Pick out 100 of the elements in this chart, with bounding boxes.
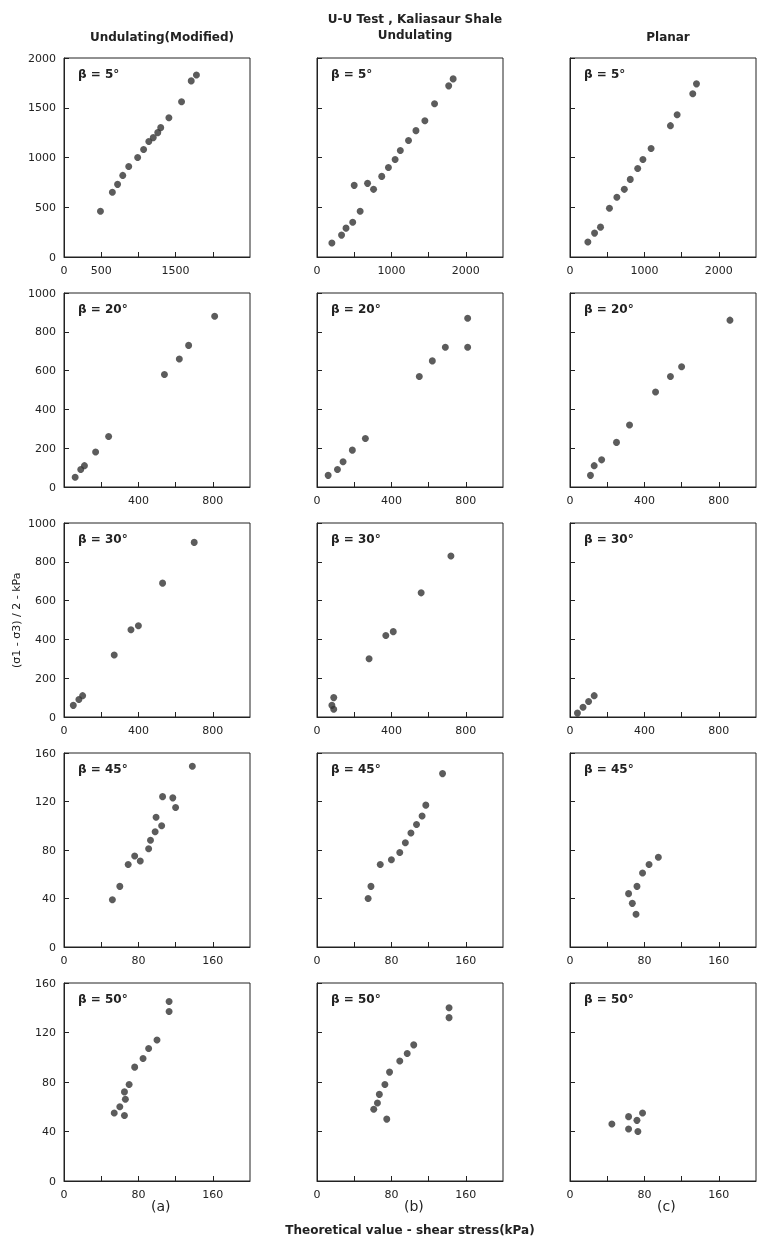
x-tick-label: 0 (60, 954, 68, 967)
point (92, 448, 100, 456)
y-tick-label: 800 (35, 555, 56, 569)
point (639, 1109, 647, 1117)
y-tick-label: 120 (35, 1026, 56, 1039)
point (147, 836, 154, 844)
point (80, 462, 88, 470)
point (422, 801, 430, 809)
annotation: β = 45° (584, 762, 634, 776)
point (573, 709, 581, 717)
point (124, 861, 132, 869)
point (645, 861, 653, 869)
point (647, 145, 655, 153)
x-tick-label: 0 (60, 1188, 68, 1201)
point (110, 651, 118, 659)
x-tick-label: 0 (566, 954, 574, 967)
point (119, 171, 127, 179)
point (324, 471, 332, 479)
x-tick-label: 160 (708, 1188, 730, 1201)
annotation: β = 50° (78, 992, 128, 1006)
point (386, 1068, 394, 1076)
x-tick-label: 0 (313, 494, 321, 507)
point (125, 1080, 133, 1088)
y-tick-label: 2000 (28, 51, 56, 65)
annotation: β = 50° (584, 992, 634, 1006)
y-tick-label: 160 (35, 976, 56, 990)
x-tick-label: 0 (566, 1188, 574, 1201)
point (145, 845, 153, 853)
annotation: β = 50° (331, 992, 381, 1006)
y-tick-label: 1000 (28, 151, 56, 164)
x-tick-label: 800 (455, 724, 477, 737)
x-tick-label: 160 (455, 1188, 477, 1201)
point (187, 77, 195, 85)
x-tick-label: 80 (131, 1188, 146, 1201)
point (131, 1063, 139, 1071)
point (121, 1095, 129, 1103)
y-tick-label: 800 (35, 325, 56, 339)
annotation: β = 45° (331, 762, 381, 776)
point (692, 80, 700, 88)
point (625, 1113, 633, 1121)
point (376, 861, 384, 869)
point (140, 146, 148, 154)
y-tick-label: 400 (35, 632, 56, 646)
annotation: β = 20° (584, 302, 634, 316)
point (396, 147, 404, 155)
point (108, 188, 116, 196)
point (445, 1004, 453, 1012)
x-tick-label: 80 (384, 954, 399, 967)
point (192, 71, 200, 79)
point (69, 701, 77, 709)
x-tick-label: 800 (708, 724, 730, 737)
x-tick-label: 0 (313, 1188, 321, 1201)
point (145, 138, 153, 146)
point (634, 1128, 642, 1135)
point (428, 357, 436, 365)
y-tick-label: 40 (42, 892, 56, 905)
point (449, 75, 457, 83)
point (590, 462, 598, 470)
point (159, 793, 167, 801)
point (165, 998, 173, 1006)
x-tick-label: 160 (708, 954, 730, 967)
chart-subtitle: Undulating (377, 28, 453, 42)
x-tick-label: 800 (202, 724, 224, 737)
point (139, 1054, 147, 1062)
point (370, 1105, 378, 1113)
point (160, 370, 168, 378)
y-axis-title: (σ1 - σ3) / 2 - kPa (10, 571, 23, 670)
point (158, 822, 166, 830)
x-tick-label: 800 (202, 494, 224, 507)
x-tick-label: 80 (384, 1188, 399, 1201)
point (445, 1014, 453, 1022)
point (632, 910, 640, 918)
point (439, 770, 447, 778)
point (613, 193, 621, 201)
point (381, 1080, 389, 1088)
point (387, 856, 395, 864)
x-tick-label: 1000 (630, 264, 659, 277)
annotation: β = 30° (331, 532, 381, 546)
point (375, 1090, 383, 1098)
point (401, 839, 409, 847)
annotation: β = 30° (78, 532, 128, 546)
x-tick-label: 0 (313, 264, 321, 277)
annotation: β = 30° (584, 532, 634, 546)
point (625, 890, 633, 898)
x-tick-label: 800 (708, 494, 730, 507)
point (151, 828, 159, 836)
text: (c) (657, 1198, 676, 1214)
point (333, 466, 341, 474)
point (417, 589, 425, 597)
point (154, 129, 162, 137)
point (125, 162, 133, 170)
point (413, 821, 421, 829)
point (134, 622, 142, 630)
point (134, 154, 142, 161)
y-tick-label: 120 (35, 795, 56, 808)
x-tick-label: 160 (202, 954, 224, 967)
point (145, 1045, 153, 1053)
point (338, 231, 346, 239)
point (116, 1103, 124, 1111)
text: (a) (151, 1198, 171, 1214)
